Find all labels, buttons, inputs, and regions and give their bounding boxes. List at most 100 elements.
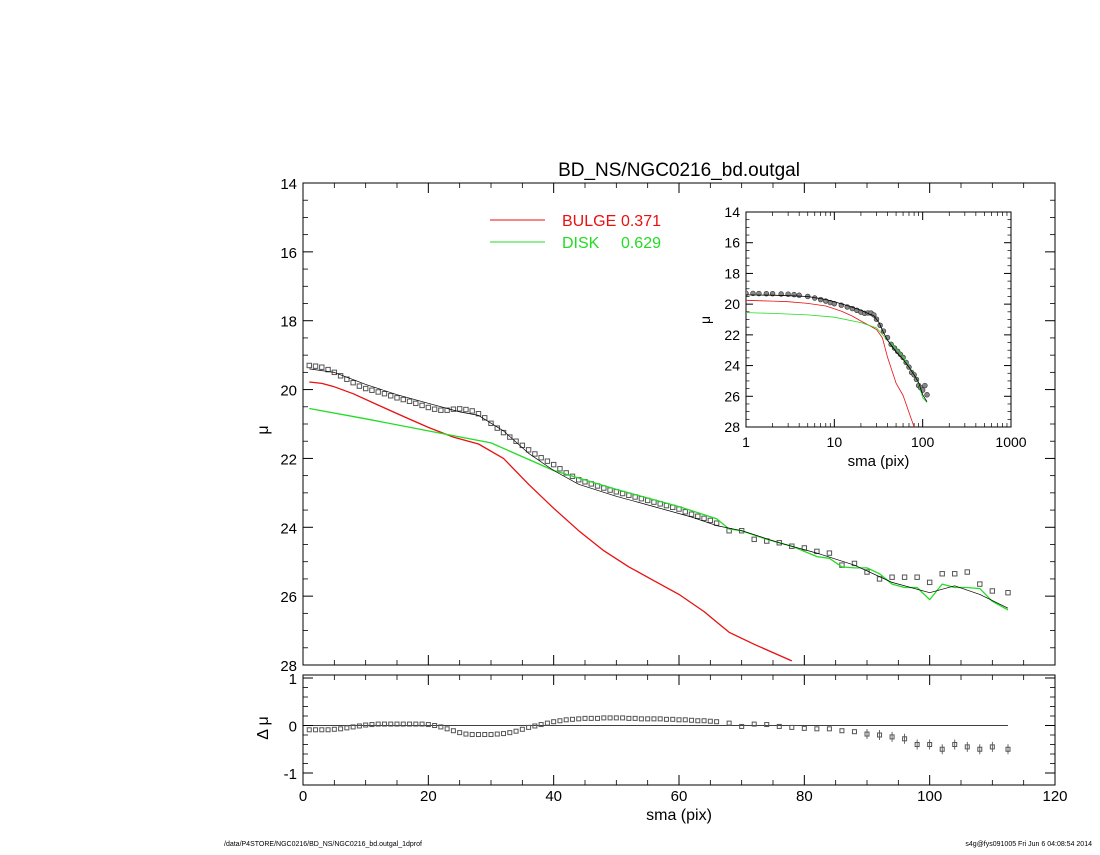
inset-y-tick-label: 28 bbox=[724, 419, 740, 435]
inset-x-axis-label: sma (pix) bbox=[848, 453, 910, 470]
residual-data-point bbox=[877, 732, 883, 738]
main-data-point bbox=[400, 396, 406, 403]
residual-x-tick-label: 0 bbox=[299, 788, 307, 805]
main-data-point bbox=[463, 406, 469, 413]
inset-data-point bbox=[891, 345, 898, 351]
residual-data-point bbox=[939, 746, 945, 752]
main-data-point bbox=[475, 410, 482, 417]
inset-y-axis-label: μ bbox=[697, 316, 713, 324]
main-data-point bbox=[306, 362, 312, 369]
main-data-point bbox=[375, 389, 381, 395]
main-data-point bbox=[952, 571, 958, 577]
main-data-point bbox=[381, 391, 388, 397]
residual-data-point bbox=[645, 716, 651, 722]
inset-y-tick-label: 16 bbox=[724, 235, 740, 251]
residual-data-point bbox=[726, 720, 732, 726]
residual-data-point bbox=[964, 744, 970, 750]
main-data-point bbox=[926, 579, 933, 586]
main-data-point bbox=[444, 407, 450, 413]
main-data-point bbox=[388, 393, 394, 399]
residual-data-point bbox=[450, 728, 456, 734]
legend-label-bulge: BULGE bbox=[562, 213, 616, 230]
inset-x-tick-label: 1 bbox=[742, 434, 750, 450]
residual-x-tick-label: 80 bbox=[796, 788, 813, 805]
inset-data-point bbox=[924, 392, 930, 398]
residual-data-point bbox=[388, 721, 394, 727]
main-data-point bbox=[814, 548, 820, 555]
residual-y-tick-label: -1 bbox=[284, 766, 297, 783]
legend-label-disk: DISK bbox=[562, 235, 600, 252]
main-data-point bbox=[362, 385, 369, 392]
main-y-tick-label: 26 bbox=[280, 589, 297, 606]
residual-data-point bbox=[839, 728, 845, 734]
main-data-point bbox=[707, 517, 714, 524]
residual-data-point bbox=[400, 721, 406, 727]
residual-y-tick-label: 1 bbox=[289, 671, 297, 688]
inset-panel: μ sma (pix) 14 16 18 20 22 24 26 281 10 100 1000 bbox=[697, 204, 1027, 470]
residual-data-point bbox=[588, 715, 594, 721]
residual-data-point bbox=[319, 727, 325, 733]
main-y-tick-label: 18 bbox=[280, 314, 297, 331]
residual-data-point bbox=[914, 742, 920, 747]
residual-data-point bbox=[582, 715, 588, 721]
residual-data-point bbox=[739, 723, 745, 729]
main-total-model-line bbox=[309, 368, 1009, 609]
residual-data-point bbox=[356, 723, 362, 729]
residual-data-point bbox=[682, 717, 688, 723]
main-data-point bbox=[532, 451, 538, 457]
inset-y-tick-label: 26 bbox=[724, 388, 740, 404]
residual-data-point bbox=[325, 727, 331, 733]
main-data-point bbox=[406, 398, 413, 404]
residual-data-point bbox=[569, 716, 575, 722]
main-data-point bbox=[394, 395, 400, 401]
inset-y-tick-label: 14 bbox=[724, 204, 740, 220]
main-data-point bbox=[519, 442, 526, 449]
residual-data-point bbox=[676, 717, 682, 723]
residual-data-point bbox=[350, 724, 356, 730]
main-data-point bbox=[488, 420, 494, 427]
main-data-point bbox=[507, 434, 513, 440]
residual-data-point bbox=[601, 715, 607, 721]
inset-y-tick-label: 24 bbox=[724, 358, 740, 374]
residual-data-point bbox=[369, 722, 375, 728]
residual-data-point bbox=[519, 726, 525, 732]
footer-timestamp: s4g@fys091005 Fri Jun 6 04:08:54 2014 bbox=[965, 841, 1092, 848]
residual-data-point bbox=[714, 719, 720, 725]
residual-data-point bbox=[419, 721, 425, 727]
inset-y-tick-label: 20 bbox=[724, 296, 740, 312]
main-y-tick-label: 20 bbox=[280, 383, 297, 400]
main-data-point bbox=[682, 509, 688, 515]
residual-data-point bbox=[651, 716, 657, 722]
residual-data-point bbox=[425, 722, 431, 728]
residual-data-point bbox=[632, 715, 638, 721]
main-data-point bbox=[419, 402, 425, 409]
inset-y-tick-label: 18 bbox=[724, 265, 740, 281]
residual-data-point bbox=[413, 721, 419, 727]
inset-bulge-line bbox=[746, 299, 915, 427]
main-y-axis-label: μ bbox=[255, 425, 272, 434]
inset-y-tick-label: 22 bbox=[724, 327, 740, 343]
inset-x-tick-label: 10 bbox=[827, 434, 843, 450]
residual-data-point bbox=[801, 725, 807, 731]
residual-data-point bbox=[826, 726, 832, 732]
inset-data-point bbox=[922, 382, 928, 389]
residual-data-point bbox=[889, 734, 895, 740]
main-data-point bbox=[319, 364, 325, 370]
main-data-point bbox=[513, 438, 519, 444]
main-data-point bbox=[456, 406, 463, 412]
residual-data-point bbox=[363, 722, 369, 728]
residual-data-point bbox=[507, 730, 513, 736]
main-data-point bbox=[312, 363, 319, 369]
main-data-point bbox=[450, 406, 457, 412]
main-data-point bbox=[713, 520, 720, 526]
residual-data-point bbox=[407, 721, 413, 727]
residual-data-point bbox=[344, 725, 350, 731]
residual-x-tick-label: 100 bbox=[917, 788, 942, 805]
residual-data-point bbox=[663, 716, 669, 722]
main-y-tick-label: 28 bbox=[280, 658, 297, 675]
residual-data-point bbox=[494, 731, 500, 737]
residual-data-point bbox=[338, 726, 344, 732]
residual-data-point bbox=[864, 731, 870, 737]
